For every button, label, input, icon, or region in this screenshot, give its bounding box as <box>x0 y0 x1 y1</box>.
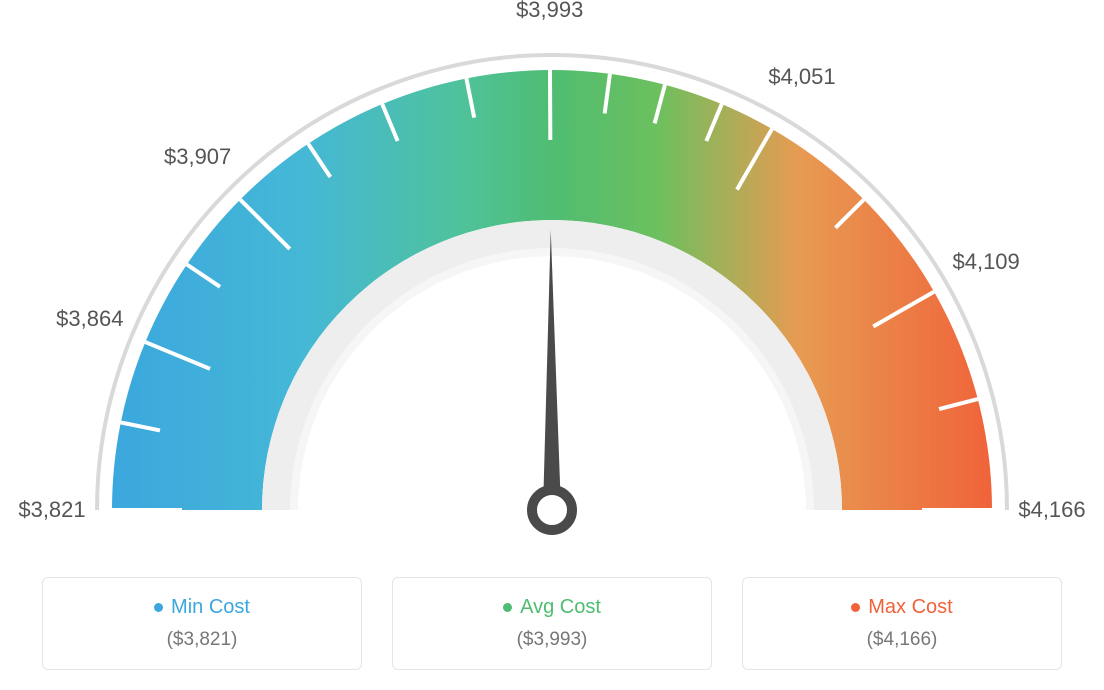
legend-dot-min <box>154 603 163 612</box>
legend-dot-avg <box>503 603 512 612</box>
gauge-tick-label: $3,907 <box>164 144 231 170</box>
legend-label-avg: Avg Cost <box>520 596 601 619</box>
legend-card-max: Max Cost ($4,166) <box>742 577 1062 670</box>
gauge-tick-label: $3,821 <box>18 497 85 523</box>
legend-label-max: Max Cost <box>868 596 952 619</box>
legend-title-min: Min Cost <box>154 596 250 619</box>
legend-row: Min Cost ($3,821) Avg Cost ($3,993) Max … <box>0 577 1104 670</box>
legend-value-max: ($4,166) <box>763 629 1041 651</box>
gauge-tick-label: $4,051 <box>768 64 835 90</box>
legend-title-max: Max Cost <box>851 596 952 619</box>
legend-value-avg: ($3,993) <box>413 629 691 651</box>
legend-card-min: Min Cost ($3,821) <box>42 577 362 670</box>
legend-label-min: Min Cost <box>171 596 250 619</box>
legend-title-avg: Avg Cost <box>503 596 601 619</box>
gauge-chart: $3,821 $3,864 $3,907 $3,993 $4,051 $4,109 $4,1… <box>0 0 1104 560</box>
legend-card-avg: Avg Cost ($3,993) <box>392 577 712 670</box>
gauge-svg <box>0 0 1104 560</box>
legend-value-min: ($3,821) <box>63 629 341 651</box>
gauge-tick-label: $3,864 <box>56 306 123 332</box>
gauge-tick-label: $4,166 <box>1018 497 1085 523</box>
gauge-tick-label: $4,109 <box>952 249 1019 275</box>
legend-dot-max <box>851 603 860 612</box>
gauge-tick-label: $3,993 <box>516 0 583 23</box>
